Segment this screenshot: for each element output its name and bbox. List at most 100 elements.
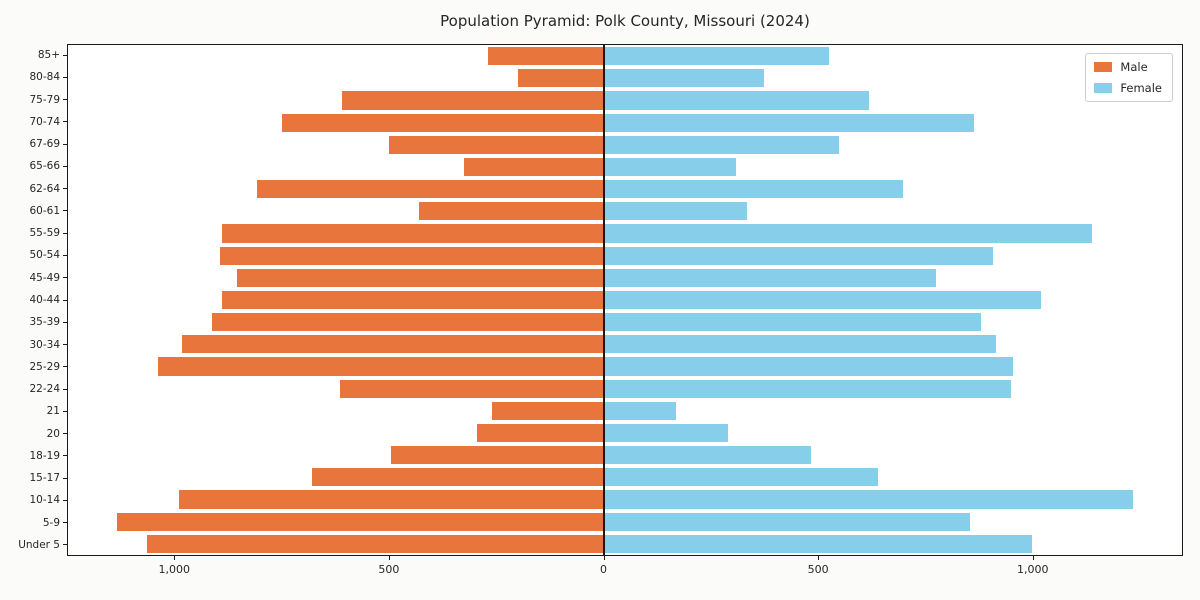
age-group-row [68,134,1182,156]
legend: Male Female [1085,53,1173,102]
x-axis-tick-label: 1,000 [158,563,191,576]
male-bar [222,290,604,310]
y-axis-tick-mark [63,165,67,167]
female-bar [603,135,840,154]
male-bar [492,401,604,420]
x-axis-tick-mark [1032,556,1034,560]
y-axis-tick-mark [63,277,67,279]
y-axis-tick-label: 65-66 [29,160,60,173]
y-axis-tick-label: 60-61 [29,204,60,217]
age-group-row [68,533,1182,555]
female-bar [603,512,970,531]
male-bar [391,446,604,465]
male-bar [179,490,604,509]
y-axis-tick-label: 40-44 [29,294,60,306]
y-axis-tick-label: 80-84 [29,71,60,84]
male-bar [419,202,604,221]
female-bar [603,335,996,354]
female-bar [603,490,1133,509]
age-group-row [68,511,1182,533]
y-axis-tick-label: 30-34 [29,338,60,351]
y-axis-tick-label: 15-17 [29,472,60,485]
male-bar [389,135,604,154]
male-bar [342,91,604,110]
legend-label-female: Female [1120,81,1162,95]
y-axis-tick-label: 21 [46,405,60,418]
female-bar [603,290,1041,310]
male-bar [312,468,604,487]
female-bar [603,180,904,199]
y-axis-tick-label: 70-74 [29,115,60,128]
y-axis-tick-mark [63,522,67,524]
female-bar [603,69,765,88]
age-group-row [68,355,1182,377]
legend-item-male: Male [1094,60,1162,74]
y-axis-labels: 85+ 80-84 75-79 70-74 67-69 65-66 62-64 60-61 55… [0,44,60,556]
age-group-row [68,112,1182,134]
age-group-row [68,333,1182,355]
female-bar [603,202,748,221]
y-axis-tick-label: 22-24 [29,383,60,396]
y-axis-tick-label: 10-14 [29,494,60,507]
y-axis-tick-mark [63,54,67,56]
y-axis-tick-mark [63,210,67,212]
y-axis-tick-mark [63,477,67,479]
y-axis-tick-label: 55-59 [29,227,60,240]
male-bar [464,157,604,177]
x-axis: 1,000 500 0 500 1,000 [67,556,1183,586]
male-bar [282,113,604,132]
age-group-row [68,400,1182,422]
male-bar [487,46,604,66]
y-axis-tick-label: 20 [46,427,60,440]
age-group-row [68,422,1182,444]
male-bar [181,335,604,354]
male-bar [117,512,604,531]
y-axis-tick-label: Under 5 [18,538,60,551]
y-axis-tick-mark [63,188,67,190]
age-group-row [68,178,1182,200]
y-axis-tick-mark [63,321,67,323]
male-bar [340,379,604,398]
y-axis-tick-mark [63,388,67,390]
y-axis-ticks [63,44,67,556]
male-bar [517,69,604,88]
y-axis-tick-label: 67-69 [29,138,60,151]
age-group-row [68,444,1182,466]
y-axis-tick-label: 25-29 [29,360,60,373]
female-bar [603,113,975,132]
age-group-row [68,311,1182,333]
y-axis-tick-label: 18-19 [29,449,60,462]
y-axis-tick-label: 35-39 [29,316,60,329]
male-bar [237,268,604,287]
age-group-row [68,67,1182,89]
female-bar [603,313,981,332]
male-bar [220,246,604,265]
male-bar [211,313,604,332]
y-axis-tick-mark [63,232,67,234]
y-axis-tick-mark [63,455,67,457]
age-group-row [68,378,1182,400]
y-axis-tick-label: 85+ [37,49,60,62]
y-axis-tick-mark [63,344,67,346]
female-bar [603,268,936,287]
female-bar [603,423,728,443]
female-bar [603,379,1011,398]
age-group-row [68,245,1182,267]
age-group-row [68,89,1182,111]
y-axis-tick-mark [63,99,67,101]
female-bar [603,246,994,265]
age-group-row [68,488,1182,510]
legend-item-female: Female [1094,81,1162,95]
female-bar [603,357,1013,376]
male-bar [256,180,604,199]
x-axis-tick-label: 500 [807,563,829,576]
age-group-row [68,267,1182,289]
zero-axis-line [602,45,605,555]
y-axis-tick-mark [63,143,67,145]
female-bar [603,446,812,465]
female-bar [603,46,829,66]
chart-title: Population Pyramid: Polk County, Missour… [440,12,810,30]
y-axis-tick-mark [63,410,67,412]
male-bar [157,357,604,376]
y-axis-tick-label: 45-49 [29,271,60,284]
